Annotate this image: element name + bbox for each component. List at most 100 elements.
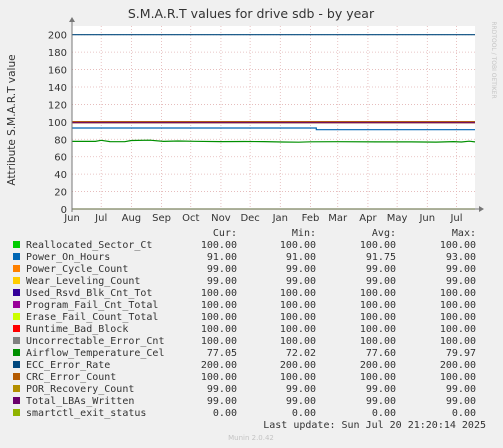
y-tick-label: 0 xyxy=(61,205,67,216)
legend-cur-value: 100.00 xyxy=(201,300,237,311)
legend-series-name: Airflow_Temperature_Cel xyxy=(26,348,164,359)
legend-row: smartctl_exit_status 0.00 0.00 0.00 0.00 xyxy=(13,408,476,419)
y-tick-label: 40 xyxy=(54,170,67,181)
legend-avg-value: 99.00 xyxy=(366,276,396,287)
legend-swatch xyxy=(13,361,20,368)
legend-series-name: Wear_Leveling_Count xyxy=(26,276,140,287)
legend-cur-value: 91.00 xyxy=(207,252,237,263)
legend-max-value: 99.00 xyxy=(446,264,476,275)
legend-swatch xyxy=(13,253,20,260)
legend-cur-value: 100.00 xyxy=(201,372,237,383)
legend-row: Power_Cycle_Count 99.00 99.00 99.00 99.00 xyxy=(13,264,476,275)
legend-max-value: 100.00 xyxy=(440,336,476,347)
series-line-power-on-hours xyxy=(72,127,475,131)
legend-cur-value: 99.00 xyxy=(207,396,237,407)
legend-avg-value: 99.00 xyxy=(366,396,396,407)
legend-min-value: 72.02 xyxy=(286,348,316,359)
legend-row: Wear_Leveling_Count 99.00 99.00 99.00 99.00 xyxy=(13,276,476,287)
legend-cur-value: 99.00 xyxy=(207,264,237,275)
x-tick-label: May xyxy=(387,213,408,224)
legend-swatch xyxy=(13,289,20,296)
x-tick-label: Mar xyxy=(328,213,348,224)
legend-row: Power_On_Hours 91.00 91.00 91.75 93.00 xyxy=(13,252,476,263)
legend-cur-value: 200.00 xyxy=(201,360,237,371)
x-tick-label: Jul xyxy=(449,213,462,224)
legend-swatch xyxy=(13,313,20,320)
y-tick-label: 160 xyxy=(48,66,67,77)
legend-avg-value: 100.00 xyxy=(360,240,396,251)
x-tick-label: Oct xyxy=(182,213,199,224)
x-tick-label: Jul xyxy=(94,213,107,224)
legend-avg-value: 99.00 xyxy=(366,264,396,275)
legend-max-value: 0.00 xyxy=(452,408,476,419)
legend-row: Airflow_Temperature_Cel 77.05 72.02 77.60 79… xyxy=(13,348,476,359)
legend-swatch xyxy=(13,373,20,380)
legend-series-name: CRC_Error_Count xyxy=(26,372,116,383)
legend-cur-value: 99.00 xyxy=(207,276,237,287)
legend-series-name: Reallocated_Sector_Ct xyxy=(26,240,152,251)
legend-swatch xyxy=(13,241,20,248)
header-max: Max: xyxy=(452,228,476,239)
legend-min-value: 91.00 xyxy=(286,252,316,263)
legend-series-name: ECC_Error_Rate xyxy=(26,360,110,371)
legend-row: Erase_Fail_Count_Total 100.00 100.00 100.00… xyxy=(13,312,476,323)
x-tick-label: Jan xyxy=(272,213,288,224)
legend-row: Reallocated_Sector_Ct 100.00 100.00 100.00 1… xyxy=(13,240,476,251)
axes xyxy=(69,17,484,212)
legend-row: Uncorrectable_Error_Cnt 100.00 100.00 100.0… xyxy=(13,336,476,347)
legend-max-value: 93.00 xyxy=(446,252,476,263)
legend-swatch xyxy=(13,409,20,416)
legend-avg-value: 100.00 xyxy=(360,300,396,311)
legend-row: Total_LBAs_Written 99.00 99.00 99.00 99.00 xyxy=(13,396,476,407)
legend-row: CRC_Error_Count 100.00 100.00 100.00 100.00 xyxy=(13,372,476,383)
legend-avg-value: 100.00 xyxy=(360,324,396,335)
legend-row: Program_Fail_Cnt_Total 100.00 100.00 100.00… xyxy=(13,300,476,311)
x-tick-label: Nov xyxy=(211,213,231,224)
y-tick-label: 80 xyxy=(54,135,67,146)
legend-swatch xyxy=(13,265,20,272)
legend-max-value: 99.00 xyxy=(446,276,476,287)
legend-min-value: 100.00 xyxy=(280,336,316,347)
legend-max-value: 100.00 xyxy=(440,288,476,299)
header-cur: Cur: xyxy=(213,228,237,239)
x-axis-arrow xyxy=(479,206,484,212)
x-axis-ticks: Jun Jul Aug Sep Oct Nov Dec Jan Feb Mar Apr May Jun J… xyxy=(63,213,462,224)
legend-swatch xyxy=(13,349,20,356)
header-avg: Avg: xyxy=(372,228,396,239)
legend-min-value: 99.00 xyxy=(286,264,316,275)
legend-table: Reallocated_Sector_Ct 100.00 100.00 100.00 1… xyxy=(13,240,476,419)
legend-min-value: 99.00 xyxy=(286,396,316,407)
y-axis-label: Attribute S.M.A.R.T value xyxy=(6,54,18,185)
legend-cur-value: 100.00 xyxy=(201,312,237,323)
header-min: Min: xyxy=(292,228,316,239)
legend-max-value: 100.00 xyxy=(440,312,476,323)
x-tick-label: Jun xyxy=(418,213,435,224)
legend-max-value: 100.00 xyxy=(440,300,476,311)
legend-swatch xyxy=(13,385,20,392)
legend-series-name: Uncorrectable_Error_Cnt xyxy=(26,336,164,347)
legend-swatch xyxy=(13,397,20,404)
legend-min-value: 100.00 xyxy=(280,372,316,383)
legend-min-value: 99.00 xyxy=(286,276,316,287)
legend-avg-value: 91.75 xyxy=(366,252,396,263)
legend-avg-value: 100.00 xyxy=(360,312,396,323)
legend-series-name: Power_Cycle_Count xyxy=(26,264,128,275)
x-tick-label: Jun xyxy=(63,213,80,224)
legend-series-name: Used_Rsvd_Blk_Cnt_Tot xyxy=(26,288,152,299)
y-tick-label: 180 xyxy=(48,48,67,59)
x-tick-label: Sep xyxy=(152,213,171,224)
legend-avg-value: 77.60 xyxy=(366,348,396,359)
legend-swatch xyxy=(13,277,20,284)
legend-swatch xyxy=(13,301,20,308)
legend-cur-value: 100.00 xyxy=(201,240,237,251)
legend-avg-value: 100.00 xyxy=(360,288,396,299)
legend-swatch xyxy=(13,337,20,344)
x-tick-label: Apr xyxy=(359,213,377,224)
legend-row: POR_Recovery_Count 99.00 99.00 99.00 99.00 xyxy=(13,384,476,395)
legend-header: Cur: Min: Avg: Max: xyxy=(213,228,476,239)
legend-avg-value: 100.00 xyxy=(360,336,396,347)
y-tick-label: 140 xyxy=(48,83,67,94)
legend-max-value: 99.00 xyxy=(446,384,476,395)
legend-cur-value: 100.00 xyxy=(201,324,237,335)
